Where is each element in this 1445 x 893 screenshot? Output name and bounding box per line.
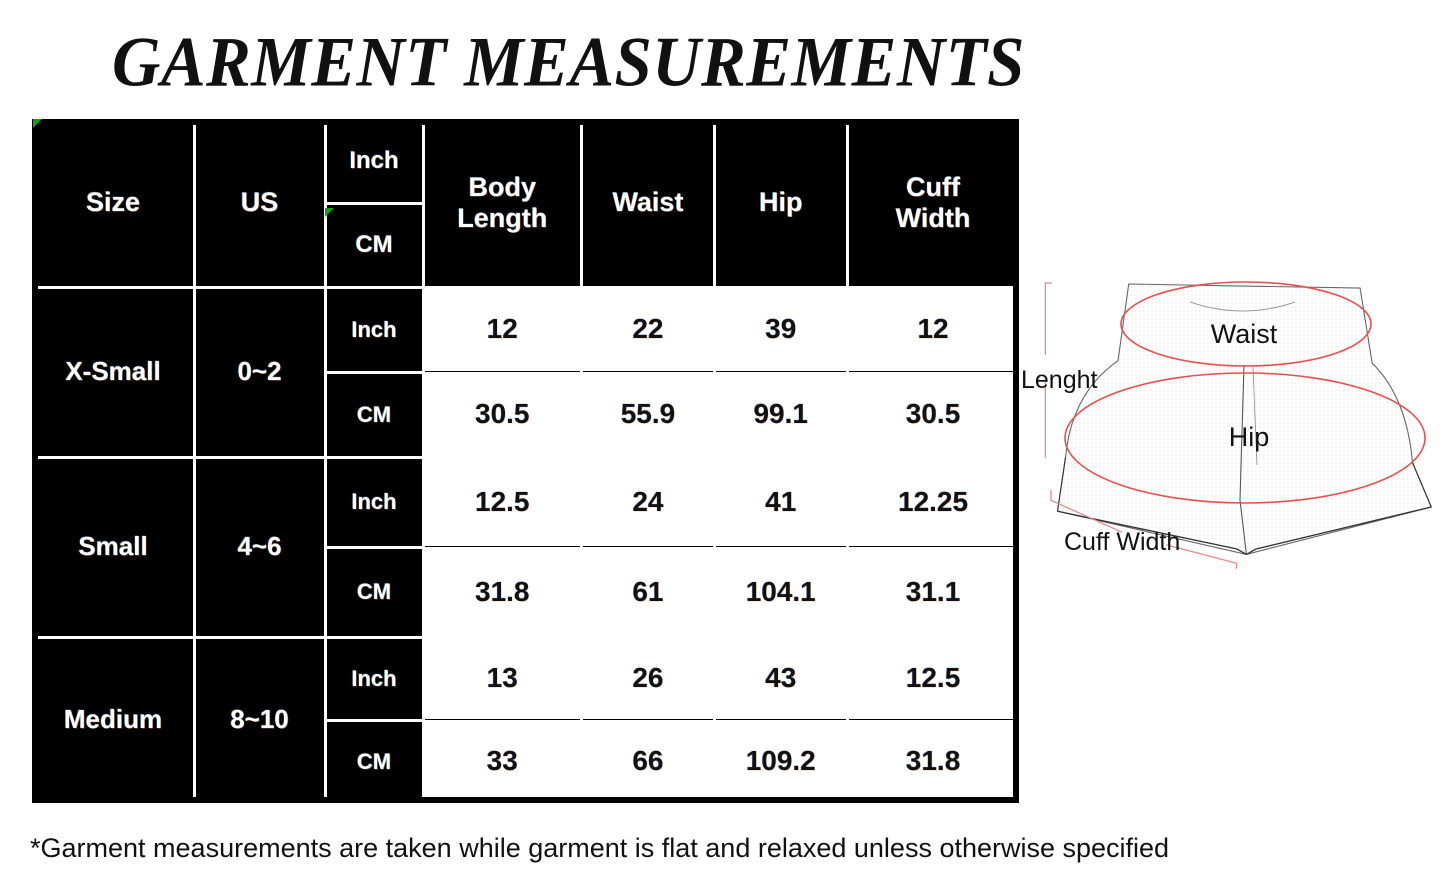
svg-text:Waist: Waist — [1211, 319, 1278, 349]
svg-text:Cuff Width: Cuff Width — [1064, 528, 1180, 556]
svg-text:Lenght: Lenght — [1021, 366, 1098, 394]
svg-text:Hip: Hip — [1229, 422, 1270, 452]
